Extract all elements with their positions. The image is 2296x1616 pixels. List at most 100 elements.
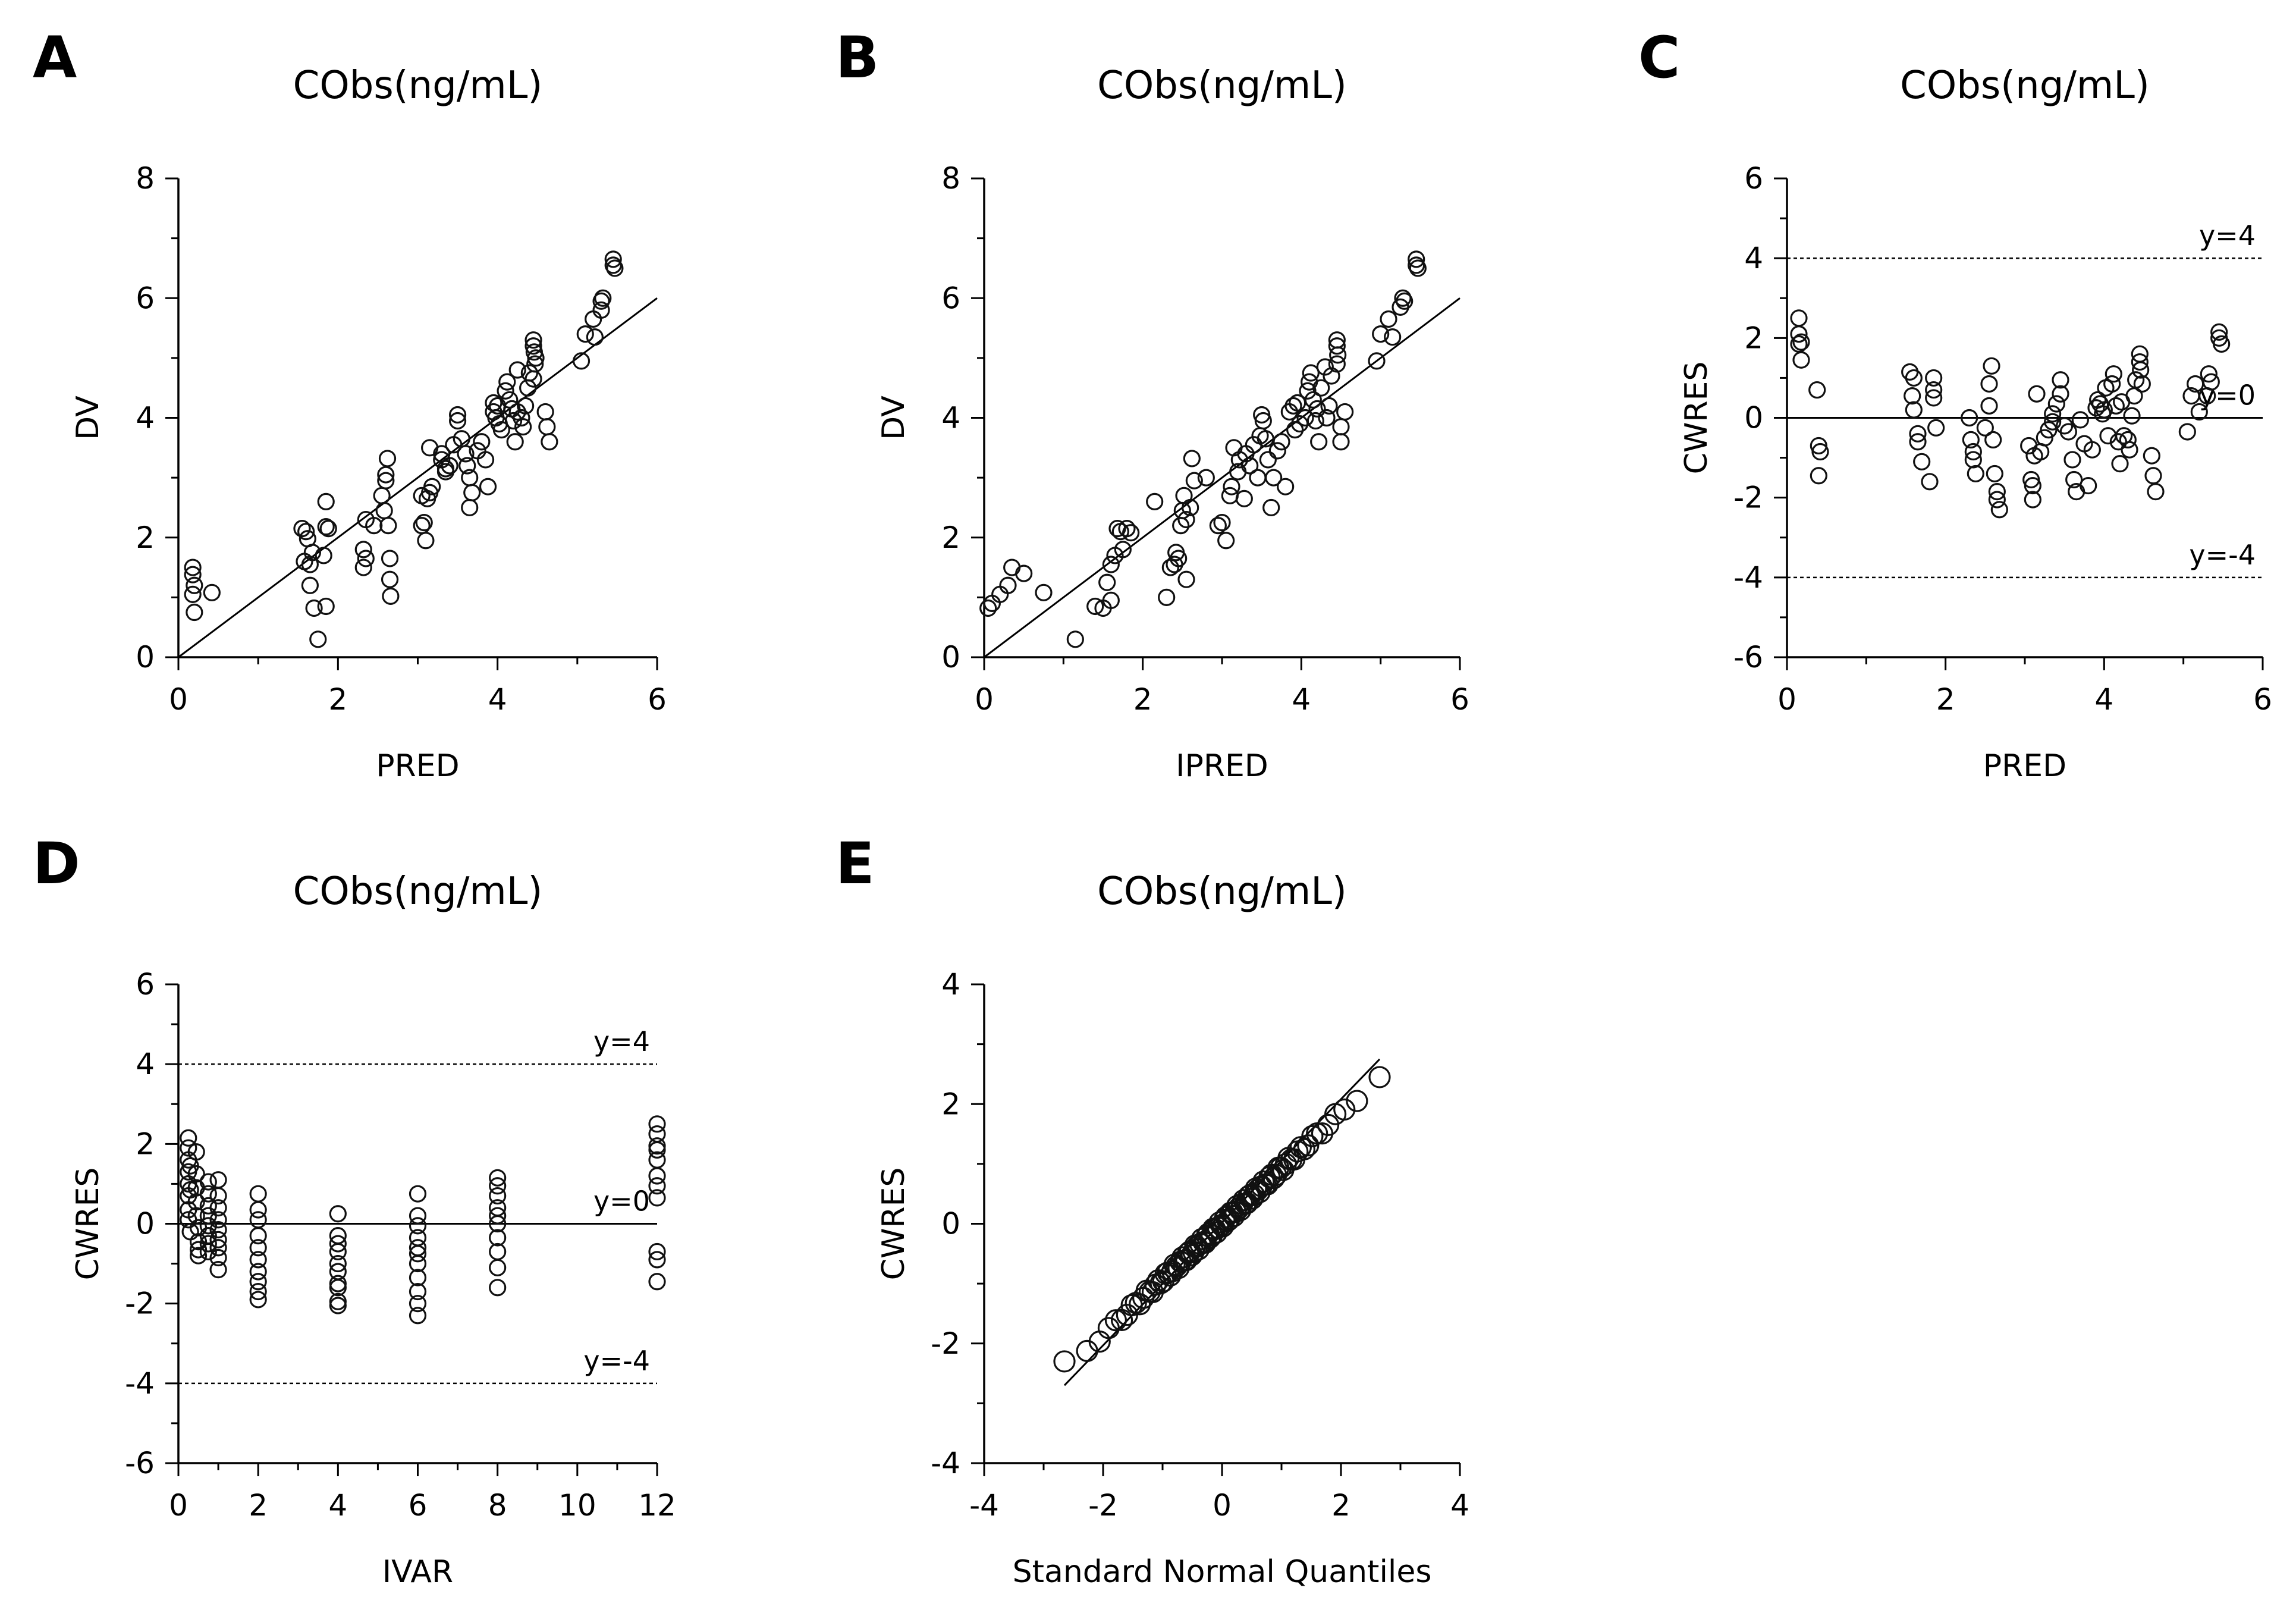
- data-point: [1964, 451, 1982, 469]
- data-point: [301, 556, 319, 573]
- data-point: [421, 439, 439, 457]
- y-tick-label: 8: [136, 161, 155, 196]
- x-tick-label: 6: [1450, 682, 1469, 717]
- data-point: [2044, 413, 2062, 431]
- data-point: [1197, 469, 1215, 487]
- data-point: [381, 550, 399, 567]
- data-point: [1909, 425, 1927, 443]
- x-axis-label: Standard Normal Quantiles: [1013, 1554, 1432, 1590]
- data-point: [297, 523, 315, 541]
- data-point: [199, 1242, 217, 1261]
- data-point: [1118, 520, 1136, 538]
- data-point: [415, 513, 433, 532]
- data-point: [1102, 556, 1120, 573]
- data-point: [1368, 1066, 1391, 1088]
- data-point: [1230, 451, 1248, 469]
- data-point: [514, 418, 532, 436]
- data-point: [1302, 364, 1320, 382]
- data-point: [979, 599, 997, 617]
- panel-letter: B: [836, 24, 879, 91]
- data-point: [1332, 433, 1350, 451]
- data-point: [1790, 325, 1808, 343]
- data-point: [648, 1251, 666, 1269]
- hline-label: y=-4: [2189, 539, 2256, 571]
- data-point: [305, 599, 323, 617]
- x-tick-label: 12: [638, 1488, 676, 1523]
- data-point: [1268, 442, 1286, 460]
- x-tick-label: 4: [488, 682, 507, 717]
- chart-title: CObs(ng/mL): [1097, 870, 1347, 914]
- data-point: [1158, 588, 1176, 606]
- data-point: [209, 1220, 227, 1239]
- y-tick-label: 4: [136, 401, 155, 435]
- data-point: [489, 1187, 507, 1205]
- data-point: [1066, 630, 1084, 648]
- data-point: [1289, 1136, 1312, 1159]
- data-point: [1333, 1098, 1356, 1121]
- data-point: [492, 421, 510, 439]
- data-point: [2087, 399, 2105, 417]
- data-point: [1277, 478, 1295, 495]
- data-point: [536, 403, 554, 421]
- data-point: [526, 355, 544, 373]
- data-point: [249, 1239, 267, 1257]
- data-point: [1317, 1113, 1340, 1136]
- y-tick-label: 0: [136, 1207, 155, 1241]
- data-point: [1102, 591, 1120, 610]
- data-point: [409, 1185, 427, 1203]
- data-point: [409, 1269, 427, 1286]
- panel-e: E CObs(ng/mL) -4 -2 0 2 4 -4 -2 0 2 4 Standard Norma…: [836, 830, 1469, 1590]
- data-point: [249, 1291, 267, 1309]
- data-point: [1296, 409, 1314, 427]
- data-point: [648, 1177, 666, 1195]
- data-point: [1053, 1350, 1076, 1373]
- y-tick-label: -6: [1733, 640, 1763, 674]
- data-point: [1318, 409, 1336, 427]
- data-point: [1104, 1309, 1127, 1332]
- x-axis-label: PRED: [376, 748, 459, 784]
- y-tick-label: -4: [125, 1366, 155, 1401]
- panel-letter: A: [33, 24, 77, 91]
- data-point: [1790, 309, 1808, 327]
- data-point: [576, 325, 594, 343]
- data-point: [585, 310, 602, 328]
- data-point: [1980, 397, 1998, 415]
- data-point: [1909, 433, 1927, 451]
- data-point: [199, 1185, 217, 1203]
- panel-b: B CObs(ng/mL) 0 2 4 6 8 0 2 4 6 IPRED DV: [836, 24, 1469, 784]
- data-point: [2028, 385, 2046, 403]
- data-point: [209, 1211, 227, 1229]
- data-point: [209, 1187, 227, 1205]
- data-point: [249, 1211, 267, 1229]
- data-point: [2095, 401, 2113, 419]
- data-point: [489, 1207, 507, 1225]
- data-point: [648, 1137, 666, 1155]
- data-point: [378, 450, 397, 467]
- data-point: [249, 1251, 267, 1269]
- data-point: [1252, 1170, 1275, 1193]
- data-point: [506, 433, 524, 451]
- data-point: [377, 472, 395, 489]
- data-point: [1408, 250, 1425, 268]
- data-point: [329, 1279, 347, 1297]
- data-point: [1986, 465, 2003, 483]
- panel-letter: D: [33, 830, 80, 897]
- data-point: [648, 1115, 666, 1133]
- data-point: [1332, 418, 1350, 436]
- x-tick-label: 2: [1936, 682, 1955, 717]
- x-axis-label: IVAR: [382, 1554, 453, 1590]
- data-point: [187, 1143, 205, 1161]
- data-point: [1905, 401, 1923, 419]
- data-point: [1286, 421, 1304, 439]
- panel-c: C CObs(ng/mL) -6 -4 -2 0 2 4 6 0 2 4 6 PRED CWRES y=4 y=…: [1638, 24, 2272, 784]
- hline-label: y=4: [2199, 219, 2256, 252]
- data-point: [354, 558, 372, 576]
- data-point: [606, 259, 624, 277]
- data-point: [1249, 469, 1267, 487]
- data-point: [2024, 491, 2041, 509]
- data-point: [1346, 1090, 1368, 1112]
- data-point: [1217, 532, 1235, 550]
- data-point: [489, 1177, 507, 1195]
- data-point: [1299, 382, 1317, 400]
- data-point: [648, 1242, 666, 1261]
